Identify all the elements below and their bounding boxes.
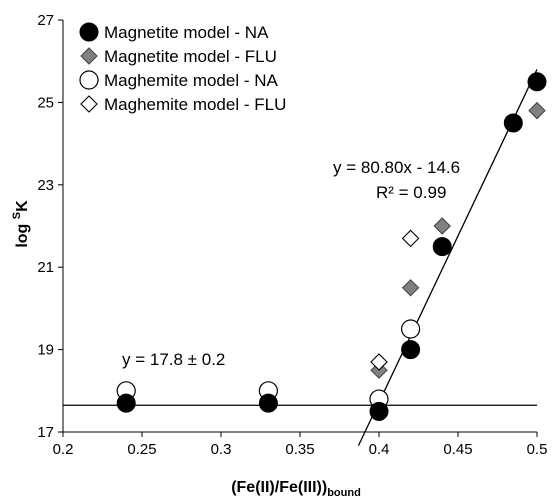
y-axis-title: log SK bbox=[11, 200, 31, 248]
data-point bbox=[401, 229, 420, 248]
data-point bbox=[401, 340, 421, 360]
legend-label: Maghemite model - NA bbox=[104, 71, 279, 90]
data-points bbox=[116, 72, 547, 421]
r-squared-label: R² = 0.99 bbox=[376, 183, 446, 202]
x-tick-label: 0.35 bbox=[285, 441, 314, 458]
x-axis-title-subscript: bound bbox=[327, 487, 361, 499]
y-tick-label: 21 bbox=[37, 259, 54, 276]
legend: Magnetite model - NA Magnetite model - FL… bbox=[79, 22, 286, 114]
y-axis-title-superscript: S bbox=[11, 212, 23, 219]
data-point bbox=[527, 72, 547, 92]
legend-marker bbox=[79, 22, 99, 42]
legend-label: Magnetite model - NA bbox=[104, 23, 269, 42]
y-tick-label: 23 bbox=[37, 177, 54, 194]
axes bbox=[58, 19, 538, 437]
x-tick-label: 0.45 bbox=[443, 441, 472, 458]
data-point bbox=[370, 353, 388, 371]
constant-label: y = 17.8 ± 0.2 bbox=[122, 350, 225, 369]
x-tick-label: 0.4 bbox=[369, 441, 390, 458]
tick-labels: 0.2 0.25 0.3 0.35 0.4 0.45 0.5 17 19 21 23 25 27 bbox=[37, 12, 547, 458]
data-point bbox=[433, 217, 451, 235]
legend-label: Magnetite model - FLU bbox=[104, 47, 277, 66]
legend-label: Maghemite model - FLU bbox=[104, 95, 286, 114]
x-tick-label: 0.5 bbox=[527, 441, 548, 458]
data-point bbox=[369, 401, 389, 421]
linear-fit-line bbox=[357, 69, 538, 446]
data-point bbox=[258, 393, 278, 413]
y-tick-label: 25 bbox=[37, 94, 54, 111]
legend-marker bbox=[79, 70, 99, 90]
y-tick-label: 17 bbox=[37, 424, 54, 441]
x-tick-label: 0.3 bbox=[211, 441, 232, 458]
data-point bbox=[503, 113, 523, 133]
data-point bbox=[528, 101, 546, 120]
legend-marker bbox=[80, 47, 98, 65]
data-point bbox=[401, 279, 420, 297]
fit-lines bbox=[63, 69, 538, 446]
y-tick-label: 27 bbox=[37, 12, 54, 29]
data-point bbox=[432, 237, 452, 257]
legend-marker bbox=[80, 95, 98, 113]
data-point bbox=[116, 393, 136, 413]
x-axis-title: (Fe(II)/Fe(III))bound bbox=[231, 479, 361, 499]
x-tick-label: 0.2 bbox=[53, 441, 74, 458]
y-tick-label: 19 bbox=[37, 342, 54, 359]
x-tick-label: 0.25 bbox=[127, 441, 156, 458]
fit-equation-label: y = 80.80x - 14.6 bbox=[333, 158, 460, 177]
data-point bbox=[401, 319, 421, 339]
